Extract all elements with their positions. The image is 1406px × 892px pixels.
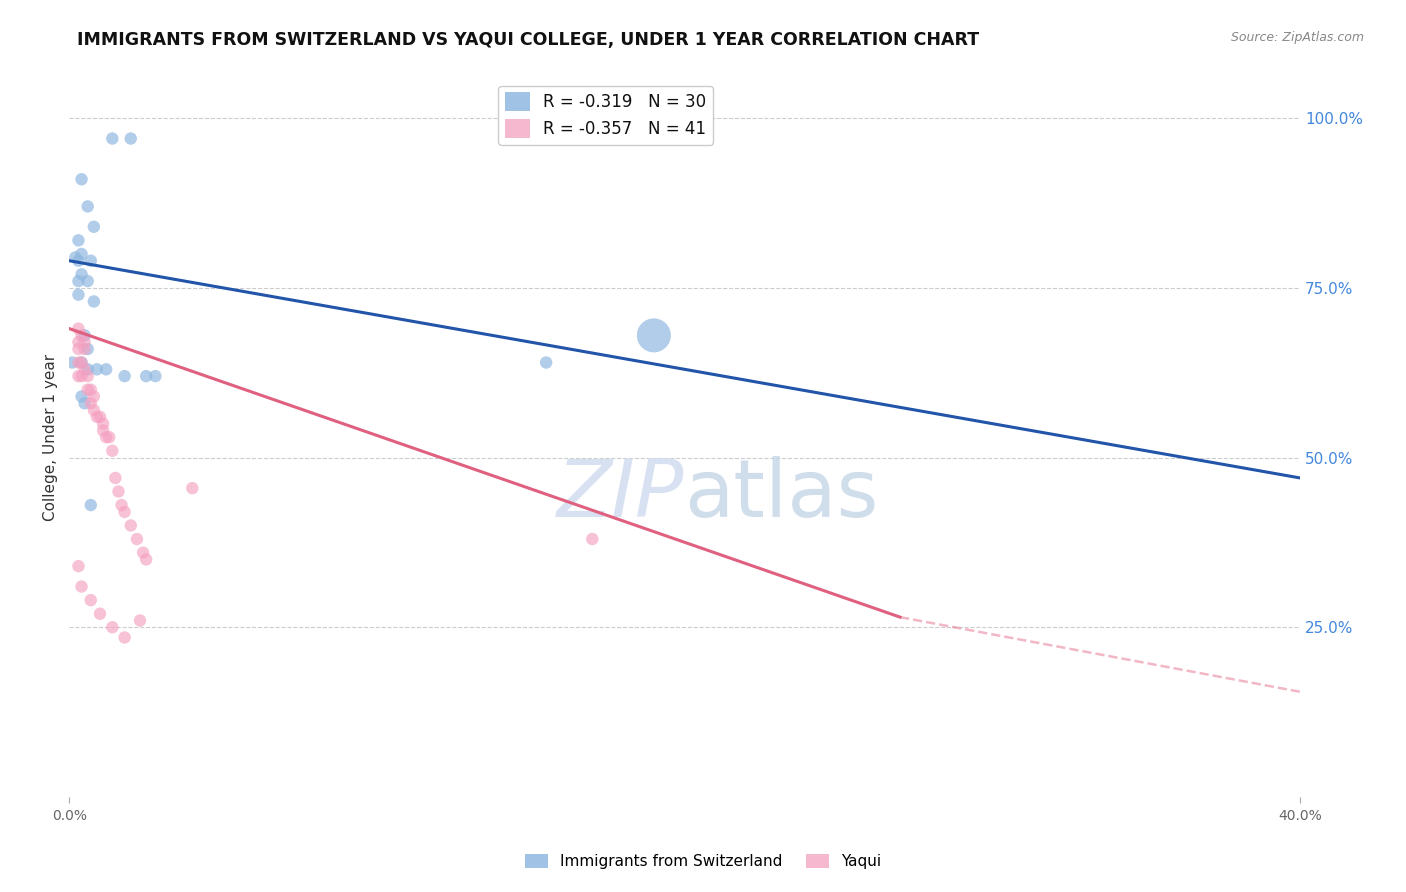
Point xyxy=(101,131,124,145)
Text: ZIP: ZIP xyxy=(557,456,685,533)
Point xyxy=(80,498,103,512)
Point xyxy=(70,172,93,186)
Point xyxy=(534,355,557,369)
Point xyxy=(67,342,90,356)
Point xyxy=(70,580,93,594)
Point xyxy=(70,268,93,282)
Point xyxy=(89,607,111,621)
Point xyxy=(129,614,152,628)
Point xyxy=(120,518,142,533)
Point xyxy=(135,552,157,566)
Legend: Immigrants from Switzerland, Yaqui: Immigrants from Switzerland, Yaqui xyxy=(519,848,887,875)
Point xyxy=(67,287,90,301)
Point xyxy=(67,253,90,268)
Point xyxy=(67,233,90,247)
Point xyxy=(67,559,90,574)
Point xyxy=(73,362,96,376)
Point xyxy=(181,481,204,495)
Point xyxy=(73,342,96,356)
Point xyxy=(83,219,105,234)
Point xyxy=(73,396,96,410)
Point xyxy=(643,328,665,343)
Point xyxy=(80,396,103,410)
Point xyxy=(125,532,148,546)
Point xyxy=(67,369,90,384)
Point xyxy=(67,335,90,350)
Point xyxy=(76,362,98,376)
Point xyxy=(80,253,103,268)
Point xyxy=(80,593,103,607)
Point xyxy=(89,409,111,424)
Point xyxy=(110,498,132,512)
Point xyxy=(70,389,93,403)
Point xyxy=(135,369,157,384)
Point xyxy=(83,389,105,403)
Point xyxy=(120,131,142,145)
Point xyxy=(76,199,98,213)
Point xyxy=(83,403,105,417)
Text: atlas: atlas xyxy=(685,456,879,533)
Point xyxy=(70,369,93,384)
Legend: R = -0.319   N = 30, R = -0.357   N = 41: R = -0.319 N = 30, R = -0.357 N = 41 xyxy=(498,86,713,145)
Point xyxy=(145,369,167,384)
Point xyxy=(581,532,603,546)
Point xyxy=(65,250,87,264)
Point xyxy=(70,328,93,343)
Point xyxy=(83,294,105,309)
Point xyxy=(86,362,108,376)
Text: Source: ZipAtlas.com: Source: ZipAtlas.com xyxy=(1230,31,1364,45)
Point xyxy=(76,383,98,397)
Point xyxy=(101,443,124,458)
Point xyxy=(67,321,90,335)
Point xyxy=(91,424,114,438)
Point xyxy=(96,362,118,376)
Point xyxy=(73,328,96,343)
Point xyxy=(96,430,118,444)
Point xyxy=(70,355,93,369)
Point xyxy=(107,484,129,499)
Point xyxy=(114,505,136,519)
Point xyxy=(114,369,136,384)
Point xyxy=(86,409,108,424)
Point xyxy=(60,355,83,369)
Point xyxy=(80,383,103,397)
Text: IMMIGRANTS FROM SWITZERLAND VS YAQUI COLLEGE, UNDER 1 YEAR CORRELATION CHART: IMMIGRANTS FROM SWITZERLAND VS YAQUI COL… xyxy=(77,31,980,49)
Point xyxy=(101,620,124,634)
Point xyxy=(67,355,90,369)
Point xyxy=(76,274,98,288)
Point xyxy=(73,335,96,350)
Point xyxy=(104,471,127,485)
Point xyxy=(76,342,98,356)
Point xyxy=(98,430,121,444)
Point xyxy=(91,417,114,431)
Point xyxy=(70,247,93,261)
Point xyxy=(67,274,90,288)
Y-axis label: College, Under 1 year: College, Under 1 year xyxy=(44,353,58,521)
Point xyxy=(132,546,155,560)
Point xyxy=(114,631,136,645)
Point xyxy=(70,355,93,369)
Point xyxy=(76,369,98,384)
